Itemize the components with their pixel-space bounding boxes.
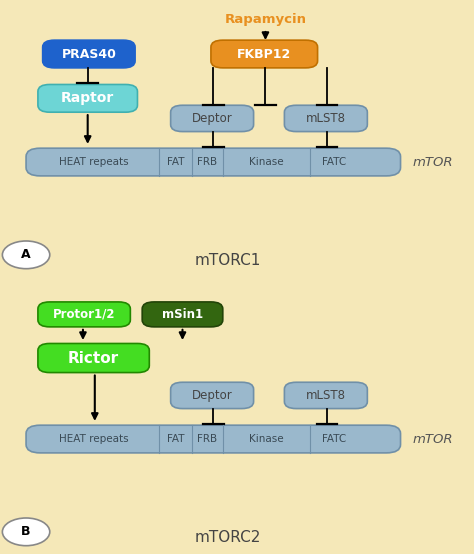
FancyBboxPatch shape xyxy=(26,425,401,453)
Text: Deptor: Deptor xyxy=(192,112,232,125)
Text: FATC: FATC xyxy=(322,434,346,444)
FancyBboxPatch shape xyxy=(38,84,137,112)
Text: Kinase: Kinase xyxy=(249,434,284,444)
Text: PRAS40: PRAS40 xyxy=(62,48,116,60)
Text: FAT: FAT xyxy=(167,157,184,167)
Text: FKBP12: FKBP12 xyxy=(237,48,292,60)
Text: Rictor: Rictor xyxy=(68,351,119,366)
Text: FRB: FRB xyxy=(197,434,218,444)
Text: mTORC1: mTORC1 xyxy=(194,253,261,268)
Text: FAT: FAT xyxy=(167,434,184,444)
FancyBboxPatch shape xyxy=(211,40,318,68)
Text: mTOR: mTOR xyxy=(412,156,453,168)
Text: Raptor: Raptor xyxy=(61,91,114,105)
Text: FRB: FRB xyxy=(197,157,218,167)
Text: Protor1/2: Protor1/2 xyxy=(53,308,115,321)
Text: B: B xyxy=(21,525,31,538)
FancyBboxPatch shape xyxy=(284,382,367,409)
Circle shape xyxy=(2,518,50,546)
Text: FATC: FATC xyxy=(322,157,346,167)
Text: Kinase: Kinase xyxy=(249,157,284,167)
Text: HEAT repeats: HEAT repeats xyxy=(59,434,128,444)
Text: mLST8: mLST8 xyxy=(306,112,346,125)
Text: mLST8: mLST8 xyxy=(306,389,346,402)
Text: HEAT repeats: HEAT repeats xyxy=(59,157,128,167)
Text: mSin1: mSin1 xyxy=(162,308,203,321)
FancyBboxPatch shape xyxy=(43,40,135,68)
FancyBboxPatch shape xyxy=(38,302,130,327)
FancyBboxPatch shape xyxy=(171,105,254,131)
Text: mTOR: mTOR xyxy=(412,433,453,445)
FancyBboxPatch shape xyxy=(171,382,254,409)
Text: Rapamycin: Rapamycin xyxy=(225,13,306,26)
FancyBboxPatch shape xyxy=(26,148,401,176)
FancyBboxPatch shape xyxy=(284,105,367,131)
Text: Deptor: Deptor xyxy=(192,389,232,402)
Text: mTORC2: mTORC2 xyxy=(194,530,261,545)
FancyBboxPatch shape xyxy=(142,302,223,327)
Circle shape xyxy=(2,241,50,269)
FancyBboxPatch shape xyxy=(38,343,149,372)
Text: A: A xyxy=(21,248,31,261)
